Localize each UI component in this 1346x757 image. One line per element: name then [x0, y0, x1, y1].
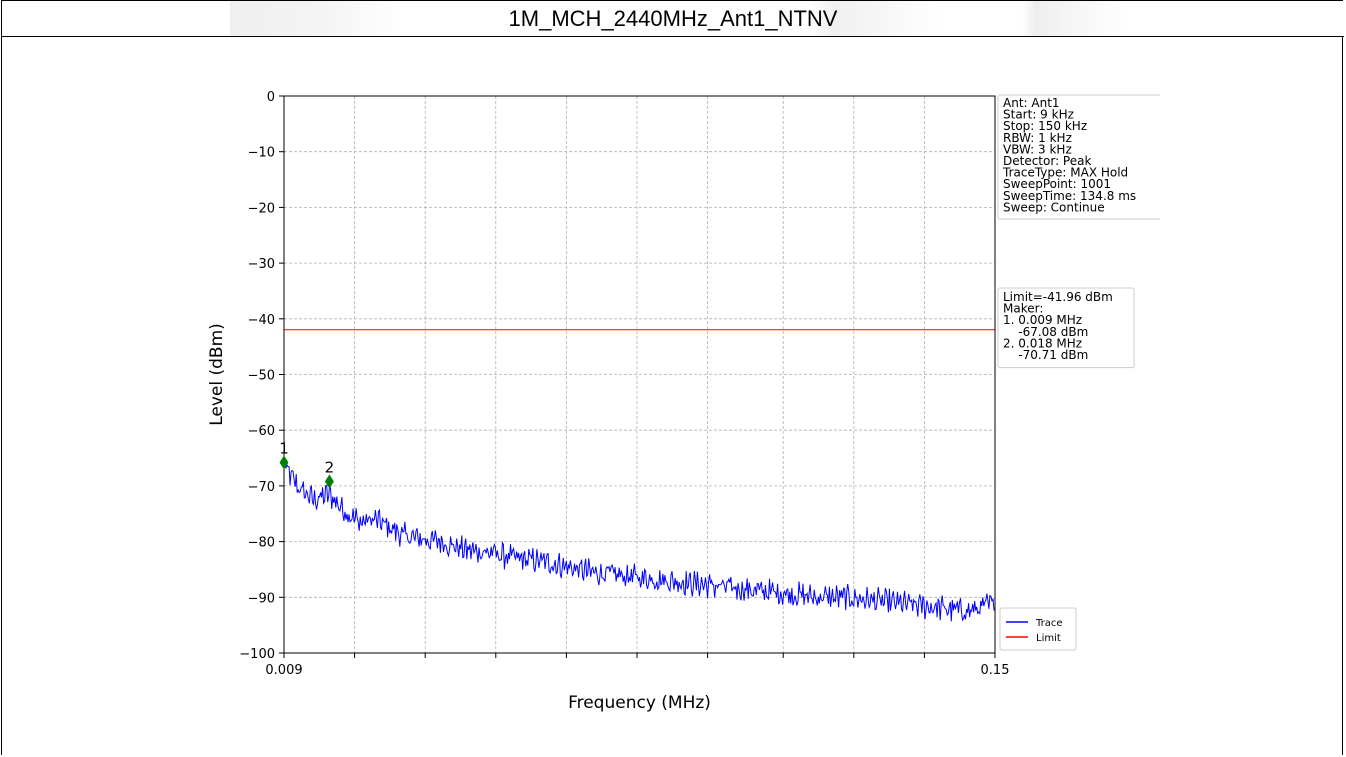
limit-box — [997, 287, 1135, 369]
y-tick-label: −10 — [248, 146, 275, 161]
limit-line: 1. 0.009 MHz — [1003, 313, 1082, 327]
limit-line: Maker: — [1003, 302, 1043, 316]
plot-image: 0 −10 −20 −30 −40 −50 −60 −70 −80 −90 −100 0.009 0.1… — [194, 38, 1160, 756]
y-tick-label: −70 — [248, 480, 275, 495]
legend-label: Trace — [1035, 618, 1063, 629]
info-line: Stop: 150 kHz — [1003, 119, 1087, 133]
info-line: VBW: 3 kHz — [1003, 142, 1072, 156]
x-tick-label: 0.009 — [265, 663, 302, 678]
y-tick-label: −60 — [248, 424, 275, 439]
y-tick-label: −40 — [248, 313, 275, 328]
limit-line: -67.08 dBm — [1003, 325, 1088, 339]
y-tick-label: 0 — [267, 90, 275, 105]
legend: Trace Limit — [999, 607, 1077, 651]
info-line: Detector: Peak — [1003, 154, 1091, 168]
marker-point — [324, 474, 334, 489]
marker-label: 2 — [325, 458, 335, 476]
y-tick-label: −50 — [248, 369, 275, 384]
info-line: Ant: Ant1 — [1003, 96, 1060, 110]
markers: 12 — [279, 440, 334, 489]
info-line: SweepPoint: 1001 — [1003, 177, 1111, 191]
y-axis-title: Level (dBm) — [207, 323, 227, 426]
chart-title: 1M_MCH_2440MHz_Ant1_NTNV — [508, 6, 838, 31]
title-band: 1M_MCH_2440MHz_Ant1_NTNV — [2, 1, 1344, 37]
info-line: Sweep: Continue — [1003, 200, 1105, 214]
y-tick-label: −100 — [239, 647, 275, 662]
series-layer — [283, 329, 996, 622]
info-line: Start: 9 kHz — [1003, 108, 1074, 122]
legend-label: Limit — [1036, 633, 1061, 644]
y-tick-label: −30 — [248, 257, 275, 272]
limit-line: 2. 0.018 MHz — [1003, 336, 1082, 350]
info-line: RBW: 1 kHz — [1003, 131, 1072, 145]
x-tick-label: 0.15 — [981, 663, 1010, 678]
series-line-trace — [283, 463, 996, 622]
x-axis-title: Frequency (MHz) — [568, 693, 711, 713]
marker-point — [279, 455, 289, 470]
info-line: SweepTime: 134.8 ms — [1003, 189, 1136, 203]
limit-line: Limit=-41.96 dBm — [1003, 290, 1113, 304]
info-box — [997, 94, 1160, 220]
y-tick-label: −90 — [248, 591, 275, 606]
limit-line: -70.71 dBm — [1003, 348, 1088, 362]
info-line: TraceType: MAX Hold — [1002, 166, 1128, 180]
legend-box — [999, 607, 1077, 651]
grid — [284, 95, 995, 654]
marker-label: 1 — [279, 440, 289, 458]
y-tick-label: −20 — [248, 201, 275, 216]
plot-frame — [283, 95, 996, 654]
y-tick-label: −80 — [248, 536, 275, 551]
